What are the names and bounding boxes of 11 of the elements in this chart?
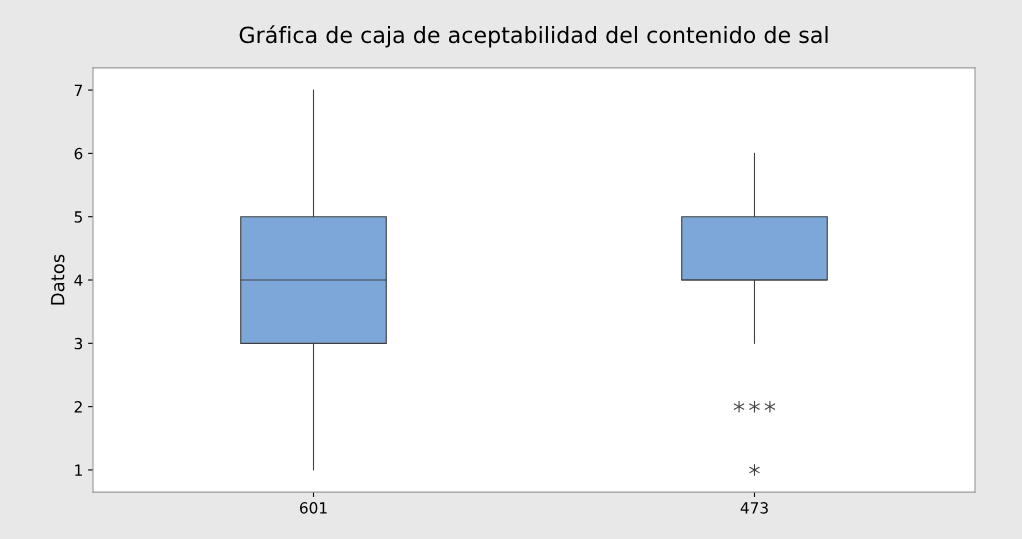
y-tick-label: 1: [75, 464, 82, 476]
y-tick-label: 6: [74, 147, 83, 160]
y-axis-title: Datos: [51, 254, 65, 305]
y-tick-label: 7: [74, 84, 82, 96]
y-tick-label: 3: [74, 337, 83, 350]
x-tick-label: 473: [740, 502, 768, 514]
x-tick-label: 601: [299, 502, 327, 514]
y-tick-label: 5: [74, 211, 82, 223]
chart-title: Gráfica de caja de aceptabilidad del contenido de sal: [239, 25, 828, 48]
y-tick-label: 2: [74, 401, 82, 413]
y-tick-label: 4: [74, 274, 83, 286]
